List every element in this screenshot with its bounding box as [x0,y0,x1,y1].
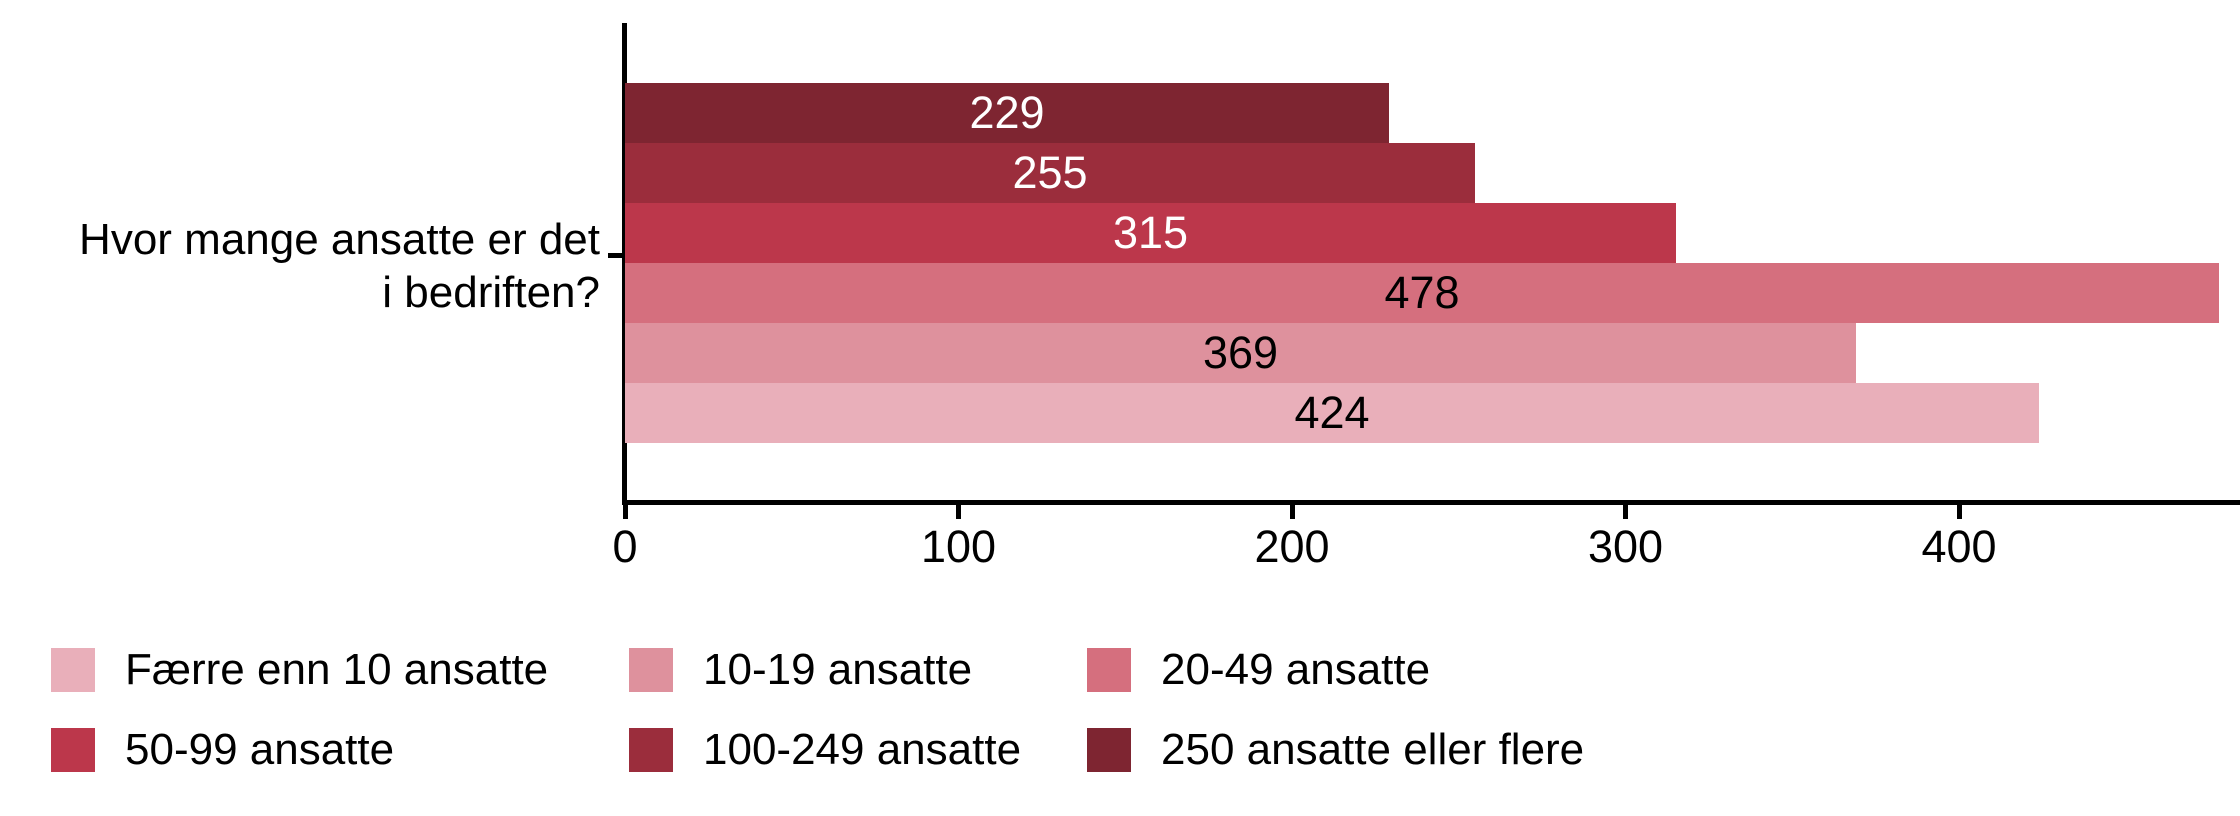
bar-value-label: 229 [969,87,1045,138]
legend-label: 100-249 ansatte [703,725,1022,774]
legend-swatch-icon [1087,648,1131,692]
legend-label: Færre enn 10 ansatte [125,645,549,694]
bar-10-19-ansatte: 369 [625,323,1856,383]
legend-swatch-icon [51,728,95,772]
x-axis-tick-mark [956,505,961,519]
legend-swatch-icon [629,728,673,772]
x-axis-tick-label: 200 [1254,521,1330,572]
bar-value-label: 315 [1112,207,1189,258]
x-axis-tick-label: 400 [1921,521,1997,572]
x-axis-tick-label: 100 [920,521,997,572]
legend-label: 250 ansatte eller flere [1161,725,1585,774]
x-axis-tick-mark [622,505,628,519]
legend-swatch-icon [51,648,95,692]
bar-20-49-ansatte: 478 [625,263,2219,323]
y-axis-category-label-line-1: Hvor mange ansatte er det [79,215,600,264]
bar-f-rre-enn-10-ansatte: 424 [625,383,2039,443]
legend-entry-10-19-ansatte: 10-19 ansatte [629,645,1087,695]
legend-entry-20-49-ansatte: 20-49 ansatte [1087,645,1584,695]
legend-label: 50-99 ansatte [125,725,395,774]
bar-250-ansatte-eller-flere: 229 [625,83,1389,143]
bar-50-99-ansatte: 315 [625,203,1676,263]
legend-entry-50-99-ansatte: 50-99 ansatte [51,725,629,775]
legend-label: 20-49 ansatte [1161,645,1431,694]
legend-swatch-icon [1087,728,1131,772]
y-axis-line [622,23,627,505]
x-axis-tick-mark [1623,505,1628,519]
bar-value-label: 424 [1294,387,1370,438]
bar-value-label: 255 [1012,147,1088,198]
x-axis-line [622,500,2240,505]
x-axis-tick-label: 300 [1587,521,1664,572]
y-axis-category-label-line-2: i bedriften? [382,268,600,317]
legend-swatch-icon [629,648,673,692]
legend-entry-100-249-ansatte: 100-249 ansatte [629,725,1087,775]
legend-label: 10-19 ansatte [703,645,973,694]
legend-entry-f-rre-enn-10-ansatte: Færre enn 10 ansatte [51,645,629,695]
legend: Færre enn 10 ansatte 10-19 ansatte 20-49 a… [51,645,1584,775]
x-axis-tick-label: 0 [612,521,638,572]
x-axis-tick-mark [1956,505,1962,519]
bar-value-label: 478 [1384,267,1460,318]
x-axis-tick-mark [1289,505,1295,519]
legend-entry-250-ansatte-eller-flere: 250 ansatte eller flere [1087,725,1584,775]
y-axis-tick-mark [608,253,622,258]
bar-value-label: 369 [1202,327,1279,378]
y-axis-category-label: Hvor mange ansatte er det i bedriften? [0,213,600,319]
bar-100-249-ansatte: 255 [625,143,1475,203]
